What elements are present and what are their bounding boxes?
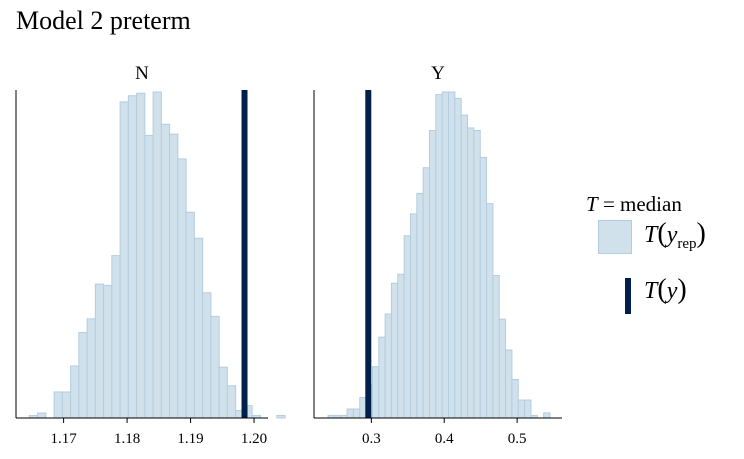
legend-swatch-observed [625, 278, 631, 314]
legend-label-observed-y: y [666, 278, 678, 304]
histogram-bar [397, 273, 405, 419]
histogram-bar [53, 391, 63, 419]
x-tick-label: 1.20 [241, 431, 267, 447]
histogram-bar [193, 237, 204, 419]
histogram-bar [371, 366, 380, 419]
histogram-bar [226, 385, 237, 419]
legend-label-replicated-sub: rep [677, 235, 697, 252]
histogram-bar [127, 95, 138, 419]
histogram-bar [511, 378, 519, 419]
histogram-bar [517, 399, 526, 419]
histogram-bar [144, 134, 154, 419]
histogram-bar [218, 366, 228, 419]
histogram-bar [61, 391, 72, 419]
x-tick-label: 1.18 [114, 431, 140, 447]
histogram-bar [177, 158, 187, 419]
histogram-bar [346, 408, 354, 419]
histogram-bar [524, 399, 532, 419]
histogram-bar [37, 412, 47, 419]
panel-y: Y 0.3 0.4 0.5 [313, 63, 562, 447]
histogram-bar [486, 203, 494, 419]
histogram-bar [359, 396, 367, 419]
x-tick-label: 1.19 [177, 431, 203, 447]
legend-title-text: = median [597, 192, 682, 216]
histogram-bar [276, 415, 286, 419]
legend-swatch-replicated [598, 220, 632, 254]
histogram-bar [390, 282, 399, 419]
histogram-bar [160, 123, 171, 419]
histogram-bar [416, 192, 424, 419]
histogram-bar [473, 130, 481, 419]
histogram-bar [86, 318, 96, 419]
x-tick-label: 0.3 [362, 431, 381, 447]
histogram-bar [505, 349, 513, 419]
histogram-bar [460, 114, 469, 419]
histogram-bar [169, 133, 179, 419]
histogram-bar [185, 211, 195, 419]
legend-title-stat-symbol: T [586, 192, 598, 216]
histogram-bar [422, 167, 431, 419]
histogram-bar [352, 408, 361, 419]
x-tick-label: 1.17 [50, 431, 77, 447]
legend-label-replicated-y: y [666, 222, 678, 248]
panel-label: Y [431, 63, 445, 84]
histogram-bar [152, 91, 162, 419]
legend: T = median T(yrep) T(y) [586, 192, 706, 314]
legend-title: T = median [586, 192, 682, 217]
histogram-bar [448, 91, 456, 419]
histogram-bar [136, 92, 146, 419]
histogram-bar [479, 156, 488, 419]
x-tick-label: 0.5 [508, 431, 527, 447]
histogram-bar [384, 313, 392, 419]
histogram-bar [403, 235, 411, 419]
histogram-bar [119, 101, 129, 419]
histogram-bar [94, 283, 105, 419]
legend-label-observed-T: T [644, 278, 658, 304]
histogram-bar [454, 97, 462, 419]
legend-label-replicated: T(yrep) [644, 218, 706, 252]
histogram-bar [70, 365, 80, 419]
legend-label-replicated-T: T [644, 222, 658, 248]
histogram-bar [429, 130, 437, 419]
histogram-bar [435, 94, 443, 419]
histogram-bar [103, 284, 113, 419]
histogram-bar [111, 255, 121, 419]
legend-label-observed: T(y) [644, 274, 687, 305]
histogram-bar [492, 275, 500, 419]
histogram-bar [543, 412, 551, 419]
histogram-bar [210, 315, 220, 419]
histogram-bar [409, 213, 418, 419]
histogram-bar [467, 127, 475, 419]
histogram-bar [378, 336, 386, 419]
page-title: Model 2 preterm [16, 6, 191, 35]
histogram-bar [498, 318, 507, 419]
x-tick-label: 0.4 [435, 431, 454, 447]
histogram-bar [202, 292, 212, 419]
panel-n: N 1.17 1.18 1.19 1.20 [15, 63, 286, 447]
histogram-bar [78, 331, 88, 419]
panel-label: N [135, 63, 149, 84]
histogram-bar [441, 91, 450, 419]
